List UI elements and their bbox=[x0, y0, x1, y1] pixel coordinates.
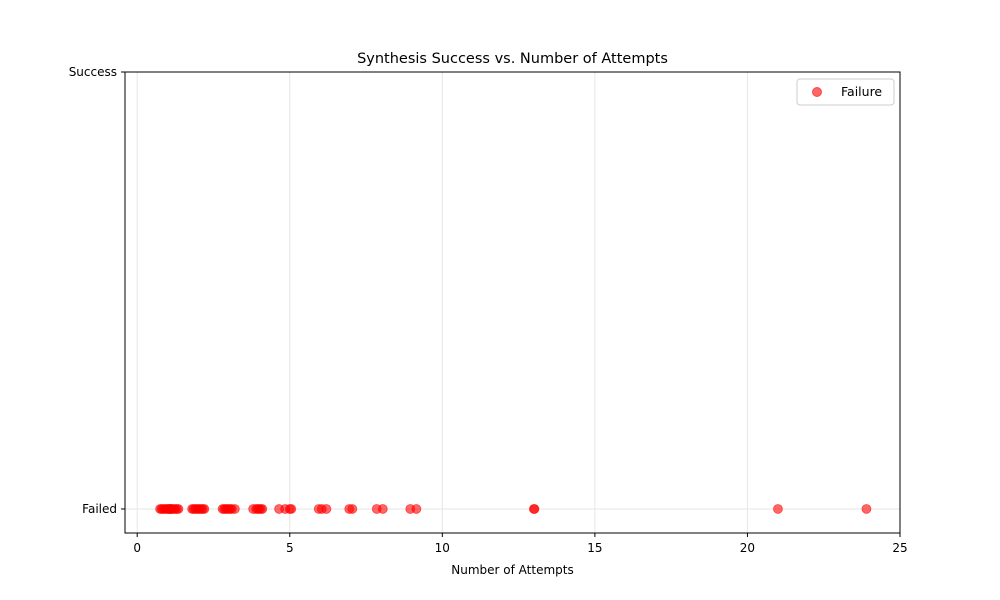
x-axis-title: Number of Attempts bbox=[451, 563, 573, 577]
legend-label-failure: Failure bbox=[841, 84, 882, 99]
x-tick-label: 15 bbox=[587, 541, 602, 555]
plot-frame bbox=[124, 71, 901, 534]
data-point bbox=[173, 504, 184, 514]
data-point bbox=[529, 504, 540, 514]
legend-box bbox=[796, 78, 895, 106]
legend-marker-failure bbox=[812, 87, 822, 97]
x-tick-label: 10 bbox=[435, 541, 450, 555]
x-tick-label: 0 bbox=[133, 541, 141, 555]
x-tick-label: 25 bbox=[892, 541, 907, 555]
data-point bbox=[286, 504, 297, 514]
data-point bbox=[257, 504, 268, 514]
data-point bbox=[411, 504, 422, 514]
x-tick-label: 20 bbox=[740, 541, 755, 555]
y-tick-label: Success bbox=[69, 65, 117, 79]
data-point bbox=[861, 504, 872, 514]
ticks-layer: 0 5 10 15 20 25 Failed Success bbox=[69, 65, 908, 555]
data-point bbox=[199, 504, 210, 514]
x-tick-label: 5 bbox=[286, 541, 294, 555]
points-layer bbox=[155, 504, 872, 514]
data-point bbox=[229, 504, 240, 514]
data-point bbox=[773, 504, 783, 514]
y-tick-label: Failed bbox=[82, 502, 117, 516]
data-point bbox=[321, 504, 332, 514]
data-point bbox=[377, 504, 388, 514]
legend: Failure bbox=[796, 78, 895, 106]
chart-title: Synthesis Success vs. Number of Attempts bbox=[357, 51, 668, 67]
data-point bbox=[347, 504, 358, 514]
